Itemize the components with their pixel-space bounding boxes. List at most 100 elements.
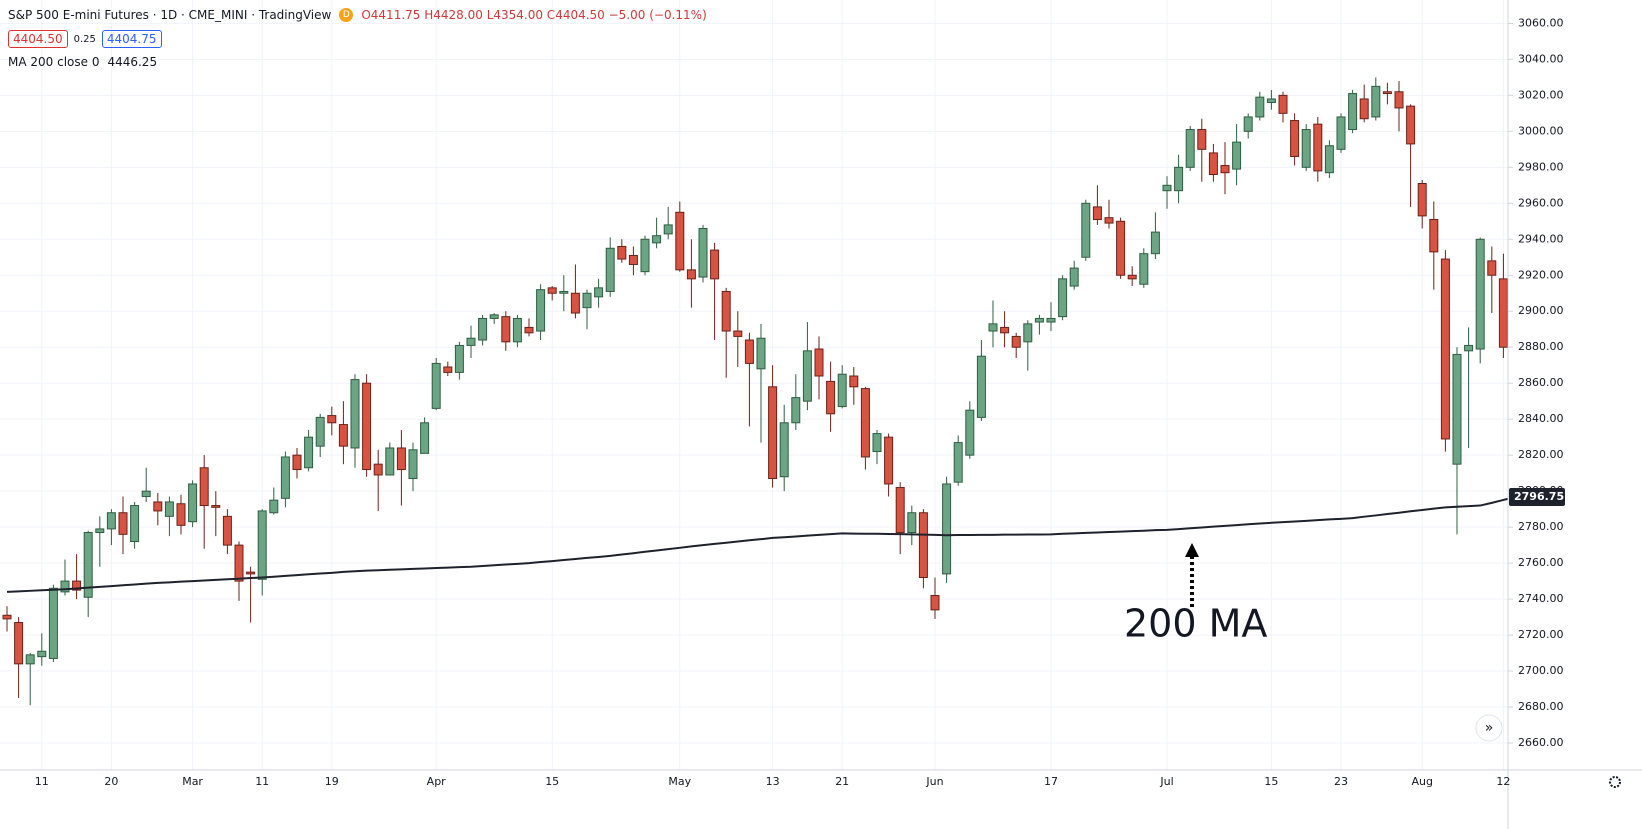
y-tick-label: 2960.00 <box>1518 196 1564 209</box>
candle-body <box>582 292 592 309</box>
candle-body <box>1266 98 1276 104</box>
candle-body <box>153 501 163 512</box>
x-tick-label: 15 <box>545 775 559 788</box>
candle-body <box>14 621 24 665</box>
candle-body <box>594 287 604 298</box>
candle-body <box>570 292 580 314</box>
candle-body <box>454 344 464 373</box>
candle-body <box>362 382 372 471</box>
candle-body <box>60 580 70 593</box>
candle-body <box>837 373 847 408</box>
candle-body <box>37 650 47 658</box>
buy-price[interactable]: 4404.75 <box>101 30 162 48</box>
y-tick-label: 3000.00 <box>1518 124 1564 137</box>
candle-body <box>814 348 824 377</box>
annotation: 200 MA <box>1124 602 1267 646</box>
candle-body <box>512 317 522 343</box>
candle-body <box>1000 326 1010 334</box>
candle-body <box>408 449 418 480</box>
candle-body <box>280 456 290 499</box>
candle-body <box>1220 165 1230 174</box>
candle-body <box>1034 317 1044 323</box>
candle-body <box>25 654 35 665</box>
candle-body <box>489 314 499 319</box>
candle-body <box>1301 129 1311 168</box>
candle-body <box>385 447 395 476</box>
candle-body <box>930 594 940 611</box>
candle-body <box>721 290 731 332</box>
scroll-button[interactable] <box>1475 714 1503 742</box>
candle-body <box>976 355 986 418</box>
settings-button[interactable] <box>1609 776 1621 788</box>
candle-body <box>1185 129 1195 168</box>
y-tick-label: 2860.00 <box>1518 376 1564 389</box>
candle-body <box>350 379 360 449</box>
candle-body <box>304 436 314 469</box>
spread: 0.25 <box>73 33 96 45</box>
candle-body <box>1452 353 1462 465</box>
candle-body <box>48 587 58 659</box>
x-tick-label: Mar <box>182 775 203 788</box>
y-tick-label: 2880.00 <box>1518 340 1564 353</box>
candle-body <box>164 501 174 517</box>
candle-body <box>176 503 186 526</box>
candle-body <box>269 499 279 514</box>
candle-body <box>1382 91 1392 95</box>
y-tick-label: 2740.00 <box>1518 592 1564 605</box>
y-tick-label: 2760.00 <box>1518 556 1564 569</box>
candle-body <box>686 269 696 280</box>
candle-body <box>942 483 952 575</box>
y-tick-label: 2980.00 <box>1518 160 1564 173</box>
x-tick-label: 15 <box>1264 775 1278 788</box>
y-tick-label: 2940.00 <box>1518 232 1564 245</box>
x-tick-label: Aug <box>1411 775 1432 788</box>
candle-body <box>1290 120 1300 158</box>
y-tick-label: 2780.00 <box>1518 520 1564 533</box>
candle-body <box>733 330 743 337</box>
y-tick-label: 3040.00 <box>1518 52 1564 65</box>
y-tick-label: 2720.00 <box>1518 628 1564 641</box>
candle-body <box>988 323 998 332</box>
candle-body <box>338 424 348 447</box>
candle-body <box>222 515 232 546</box>
x-tick-label: 11 <box>255 775 269 788</box>
trade-row: 4404.50 0.25 4404.75 <box>8 30 162 48</box>
candle-body <box>547 287 557 294</box>
candle-body <box>802 350 812 402</box>
candle-body <box>1348 93 1358 131</box>
candle-body <box>1371 85 1381 118</box>
candle-body <box>675 211 685 271</box>
candle-body <box>443 366 453 373</box>
candle-body <box>744 339 754 364</box>
candle-body <box>1464 344 1474 352</box>
candle-body <box>1487 260 1497 276</box>
candle-body <box>628 254 638 265</box>
candle-body <box>1069 267 1079 287</box>
candle-body <box>640 238 650 273</box>
x-tick-label: 19 <box>325 775 339 788</box>
candle-body <box>501 316 511 343</box>
candle-body <box>211 505 221 508</box>
indicator-row: MA 200 close 0 4446.25 <box>8 55 157 69</box>
sell-price[interactable]: 4404.50 <box>8 30 68 48</box>
candle-body <box>106 512 116 530</box>
x-tick-label: 13 <box>766 775 780 788</box>
candle-body <box>1127 274 1137 280</box>
candle-body <box>536 289 546 332</box>
x-tick-label: 20 <box>104 775 118 788</box>
candle-body <box>791 397 801 424</box>
candle-body <box>188 483 198 523</box>
candle-body <box>617 245 627 260</box>
candle-body <box>130 505 140 543</box>
badge: D <box>339 8 354 22</box>
candle-body <box>1150 231 1160 255</box>
y-tick-label: 2920.00 <box>1518 268 1564 281</box>
candle-body <box>756 337 766 370</box>
candle-body <box>431 362 441 409</box>
candle-body <box>1394 91 1404 109</box>
grid <box>0 0 1508 770</box>
candle-body <box>2 614 12 620</box>
candle-body <box>373 463 383 476</box>
y-tick-label: 3060.00 <box>1518 16 1564 29</box>
